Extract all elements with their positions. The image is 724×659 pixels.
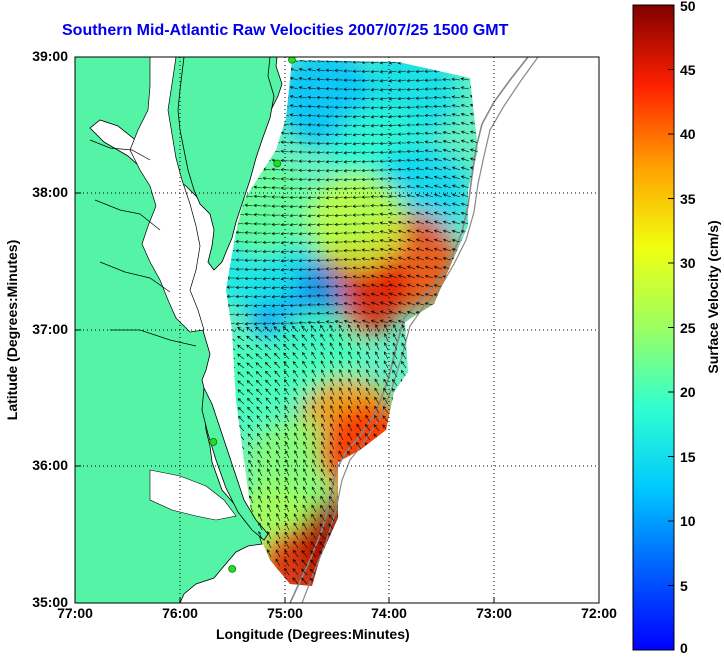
xtick-label: 72:00	[581, 605, 617, 621]
velocity-field	[226, 60, 478, 586]
colorbar-label: Surface Velocity (cm/s)	[705, 220, 721, 374]
colorbar-tick-label: 50	[680, 0, 696, 14]
pamlico-sound	[149, 469, 237, 521]
radar-stations	[209, 57, 296, 573]
axis-ticks	[75, 192, 495, 603]
xtick-label: 74:00	[371, 605, 407, 621]
colorbar-tick-label: 10	[680, 513, 696, 529]
land-peninsula	[177, 57, 275, 271]
river-3	[99, 261, 171, 293]
colorbar-tick-label: 20	[680, 384, 696, 400]
y-axis-label: Latitude (Degrees:Minutes)	[4, 239, 20, 421]
colorbar-tick-label: 25	[680, 319, 696, 336]
radar-station-marker	[228, 564, 237, 573]
map-title: Southern Mid-Atlantic Raw Velocities 200…	[62, 22, 509, 39]
radar-station-marker	[209, 438, 218, 446]
xtick-label: 73:00	[476, 605, 512, 621]
bathymetry-contour-2	[301, 57, 539, 603]
colorbar-tick-label: 0	[680, 640, 688, 656]
outer-banks	[201, 386, 269, 541]
river-2	[94, 199, 161, 231]
xtick-label: 77:00	[57, 605, 93, 621]
colorbar	[632, 4, 675, 651]
ytick-label: 35:00	[32, 594, 68, 610]
river-4	[110, 329, 197, 347]
ytick-label: 37:00	[32, 321, 68, 337]
radar-station-marker	[288, 57, 296, 64]
ytick-label: 38:00	[32, 184, 68, 200]
chesapeake-bay	[129, 57, 205, 333]
colorbar-tick-label: 5	[680, 577, 688, 594]
ytick-label: 36:00	[32, 457, 68, 473]
xtick-label: 76:00	[162, 605, 198, 621]
colorbar-tick-label: 40	[680, 126, 696, 142]
grid-lines	[75, 57, 599, 603]
colorbar-tick-label: 35	[680, 190, 696, 207]
xtick-label: 75:00	[267, 605, 303, 621]
colorbar-tick-label: 45	[680, 61, 696, 78]
river-1	[89, 139, 151, 161]
ytick-label: 39:00	[32, 48, 68, 64]
bathymetry-contour-1	[289, 57, 529, 603]
x-axis-label: Longitude (Degrees:Minutes)	[216, 626, 410, 642]
colorbar-tick-label: 30	[680, 255, 696, 271]
radar-station-marker	[273, 159, 282, 168]
colorbar-tick-label: 15	[680, 448, 696, 465]
colorbar-ticks	[668, 4, 674, 651]
